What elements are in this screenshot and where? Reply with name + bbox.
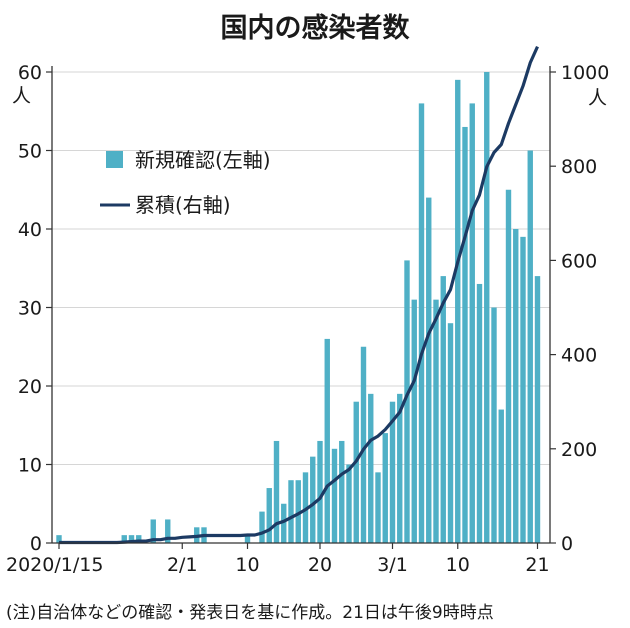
bar bbox=[455, 79, 461, 543]
right-axis-tick-label: 600 bbox=[561, 250, 597, 272]
bar bbox=[353, 401, 359, 543]
bar bbox=[128, 535, 135, 543]
bar bbox=[440, 276, 446, 543]
right-axis-tick-label: 800 bbox=[561, 156, 597, 178]
x-axis-tick-label: 2020/1/15 bbox=[6, 554, 103, 576]
bar bbox=[317, 440, 323, 543]
bar bbox=[136, 535, 142, 543]
bar bbox=[411, 299, 417, 543]
bar bbox=[244, 535, 251, 543]
bar bbox=[339, 440, 345, 543]
legend-line-label: 累積(右軸) bbox=[135, 193, 231, 217]
x-axis-tick-label: 2/1 bbox=[167, 554, 198, 576]
legend: 新規確認(左軸) 累積(右軸) bbox=[100, 148, 271, 217]
x-axis-tick-label: 20 bbox=[308, 554, 332, 576]
left-axis-tick-label: 50 bbox=[18, 141, 42, 163]
bar bbox=[295, 480, 301, 543]
bar bbox=[266, 488, 272, 543]
left-axis-tick-label: 10 bbox=[18, 455, 42, 477]
bar bbox=[520, 236, 526, 543]
bar bbox=[505, 189, 512, 543]
right-axis-tick-label: 1000 bbox=[561, 62, 609, 84]
left-axis-tick-label: 0 bbox=[30, 533, 42, 555]
bar bbox=[418, 103, 425, 544]
right-axis-tick-label: 200 bbox=[561, 439, 597, 461]
bar bbox=[404, 260, 410, 543]
left-axis-tick-label: 20 bbox=[18, 376, 42, 398]
bar bbox=[273, 440, 280, 543]
bar bbox=[513, 229, 519, 543]
x-axis-tick-label: 10 bbox=[446, 554, 470, 576]
legend-bar-label: 新規確認(左軸) bbox=[135, 148, 271, 172]
gridlines bbox=[52, 71, 550, 465]
x-axis-tick-label: 3/1 bbox=[377, 554, 408, 576]
chart-title: 国内の感染者数 bbox=[221, 12, 411, 44]
bar bbox=[150, 519, 156, 543]
bar bbox=[310, 456, 316, 543]
bar bbox=[447, 323, 454, 543]
x-axis-tick-label: 10 bbox=[235, 554, 259, 576]
bar bbox=[375, 472, 381, 543]
bar bbox=[498, 409, 504, 543]
bar bbox=[382, 433, 388, 543]
bar bbox=[288, 480, 294, 543]
bar bbox=[121, 535, 127, 543]
left-axis-tick-label: 60 bbox=[18, 62, 42, 84]
bar bbox=[331, 448, 338, 543]
axes bbox=[46, 66, 556, 549]
bar bbox=[476, 283, 483, 543]
footnote: (注)自治体などの確認・発表日を基に作成。21日は午後9時時点 bbox=[6, 603, 494, 623]
bar bbox=[324, 338, 330, 543]
bar bbox=[165, 519, 171, 543]
right-axis-unit: 人 bbox=[588, 87, 607, 109]
bar bbox=[527, 150, 533, 543]
bar bbox=[56, 535, 62, 543]
bar bbox=[462, 126, 468, 543]
bar bbox=[360, 346, 367, 543]
bar bbox=[433, 299, 439, 543]
bar bbox=[389, 401, 396, 543]
legend-bar-swatch bbox=[106, 151, 123, 168]
left-axis-tick-label: 40 bbox=[18, 219, 42, 241]
bar bbox=[368, 393, 374, 543]
cumulative-line bbox=[59, 45, 539, 545]
left-axis-tick-label: 30 bbox=[18, 298, 42, 320]
bar bbox=[469, 103, 475, 544]
line-series bbox=[59, 45, 539, 545]
bar bbox=[281, 503, 287, 543]
bar bbox=[346, 464, 352, 543]
bar bbox=[397, 393, 403, 543]
bar bbox=[484, 72, 490, 543]
right-axis-tick-label: 400 bbox=[561, 345, 597, 367]
bar bbox=[534, 276, 541, 543]
left-axis-unit: 人 bbox=[12, 85, 31, 107]
right-axis-tick-label: 0 bbox=[561, 533, 573, 555]
bar bbox=[259, 511, 265, 543]
bar bbox=[426, 197, 432, 543]
x-axis-tick-label: 21 bbox=[525, 554, 549, 576]
bar bbox=[491, 307, 497, 543]
